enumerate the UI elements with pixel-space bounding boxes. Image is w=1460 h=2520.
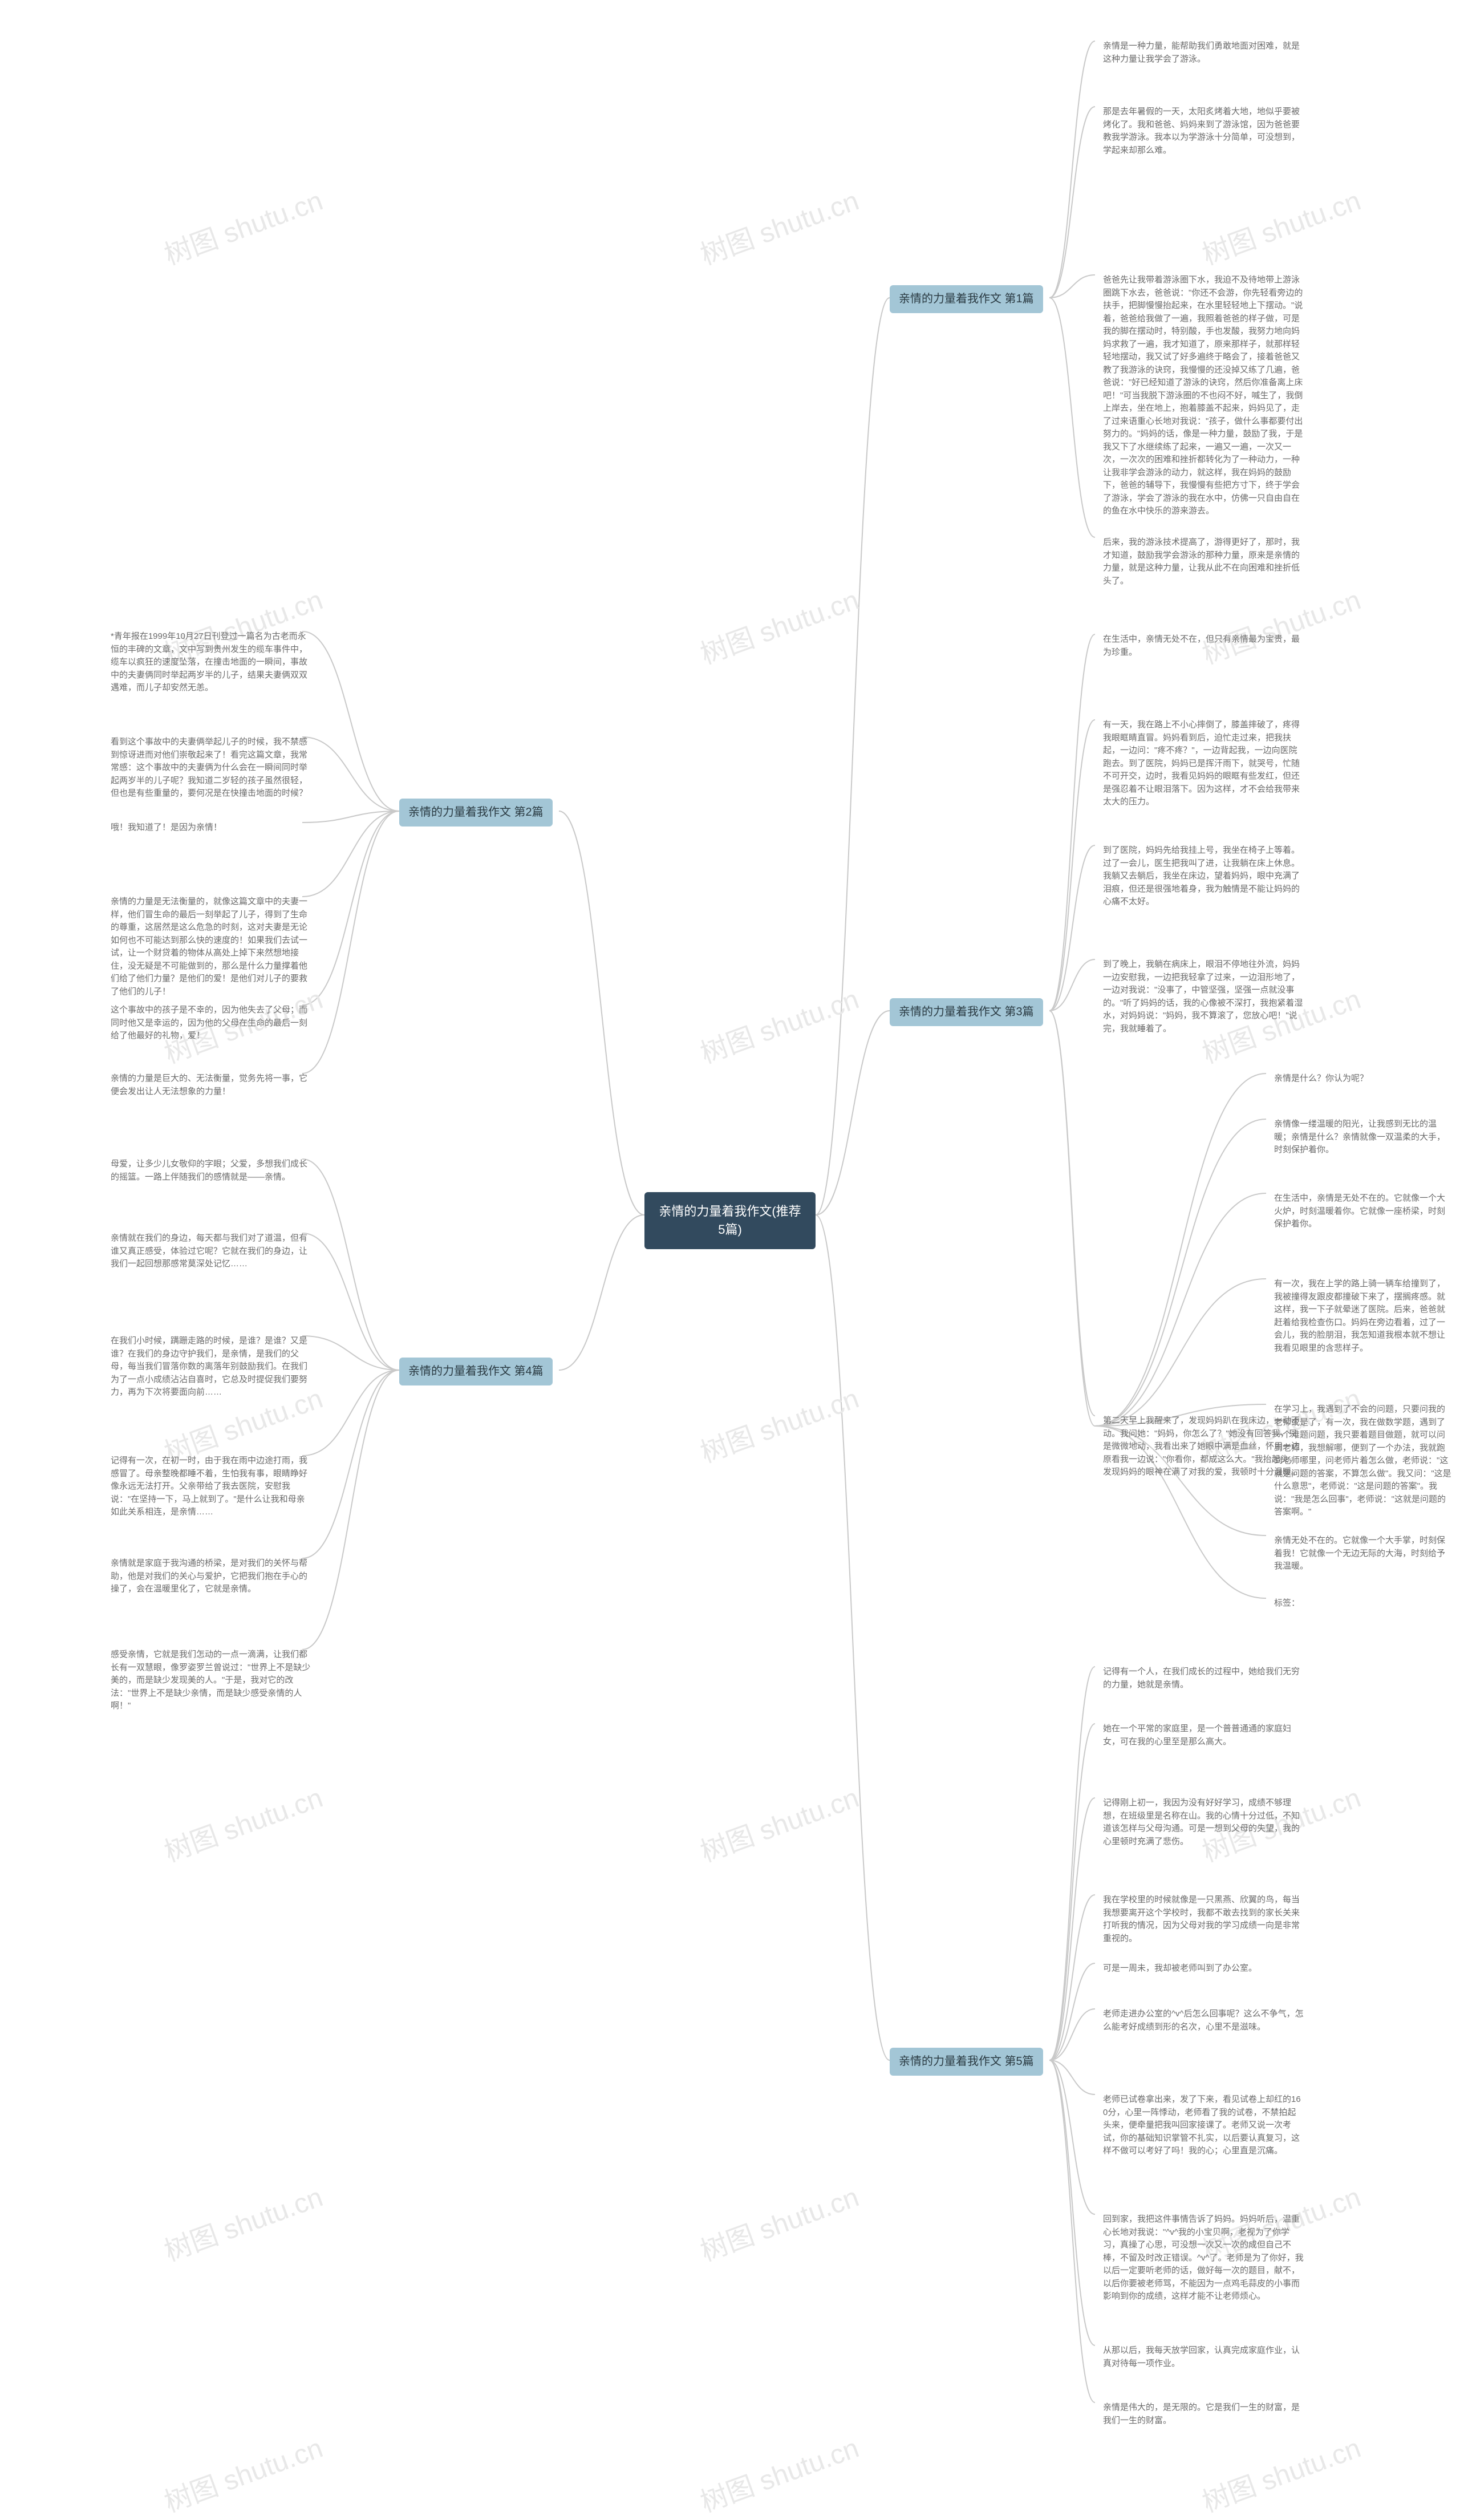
watermark: 树图 shutu.cn bbox=[158, 1775, 327, 1869]
watermark: 树图 shutu.cn bbox=[694, 977, 863, 1071]
branch-b4: 亲情的力量着我作文 第4篇 bbox=[399, 1358, 553, 1385]
watermark: 树图 shutu.cn bbox=[694, 1376, 863, 1470]
leaf-b3-g-1: 亲情像一缕温暖的阳光，让我感到无比的温暖；亲情是什么？亲情就像一双温柔的大手，时… bbox=[1266, 1112, 1460, 1162]
branch-b2: 亲情的力量着我作文 第2篇 bbox=[399, 799, 553, 827]
leaf-b2-0: *青年报在1999年10月27日刊登过一篇名为古老而永恒的丰碑的文章，文中写到贵… bbox=[103, 625, 319, 700]
leaf-b5-9: 亲情是伟大的，是无限的。它是我们一生的财富，是我们一生的财富。 bbox=[1095, 2396, 1312, 2433]
leaf-b3-g-4: 在学习上，我遇到了不会的问题，只要问我的老师或是了，有一次，我在做数学题，遇到了… bbox=[1266, 1397, 1460, 1525]
leaf-b5-8: 从那以后，我每天放学回家，认真完成家庭作业，认真对待每一项作业。 bbox=[1095, 2339, 1312, 2376]
leaf-b3-g-2: 在生活中，亲情是无处不在的。它就像一个大火炉，时刻温暖着你。它就像一座桥梁，时刻… bbox=[1266, 1186, 1460, 1237]
leaf-b2-2: 哦！我知道了！是因为亲情！ bbox=[103, 816, 230, 840]
leaf-b2-5: 亲情的力量是巨大的、无法衡量，觉务先将一事，它便会发出让人无法想象的力量！ bbox=[103, 1067, 319, 1104]
leaf-b3-3: 到了晚上，我躺在病床上，眼泪不停地往外流，妈妈一边安慰我，一边把我轻拿了过来，一… bbox=[1095, 953, 1312, 1041]
leaf-b4-0: 母爱，让多少儿女敬仰的字眼；父爱，多想我们成长的摇篮。一路上伴随我们的感情就是—… bbox=[103, 1152, 319, 1189]
leaf-b4-4: 亲情就是家庭于我沟通的桥梁，是对我们的关怀与帮助，他是对我们的关心与爱护，它把我… bbox=[103, 1551, 319, 1602]
leaf-b3-2: 到了医院，妈妈先给我挂上号，我坐在椅子上等着。过了一会儿，医生把我叫了进，让我躺… bbox=[1095, 838, 1312, 914]
leaf-b5-3: 我在学校里的时候就像是一只黑燕、欣翼的鸟，每当我想要离开这个学校时，我都不敢去找… bbox=[1095, 1888, 1312, 1951]
leaf-b4-5: 感受亲情，它就是我们怎动的一点一滴满，让我们都长有一双慧眼，像罗姿罗兰曾说过："… bbox=[103, 1643, 319, 1719]
leaf-b3-0: 在生活中，亲情无处不在，但只有亲情最为宝贵，最为珍重。 bbox=[1095, 627, 1312, 665]
watermark: 树图 shutu.cn bbox=[694, 1775, 863, 1869]
leaf-b1-1: 那是去年暑假的一天，太阳炙烤着大地，地似乎要被烤化了。我和爸爸、妈妈来到了游泳馆… bbox=[1095, 100, 1312, 163]
leaf-b4-3: 记得有一次，在初一时，由于我在雨中边途打雨，我感冒了。母亲整晚都睡不着，生怕我有… bbox=[103, 1449, 319, 1525]
watermark: 树图 shutu.cn bbox=[158, 178, 327, 272]
leaf-b1-0: 亲情是一种力量，能帮助我们勇敢地面对困难，就是这种力量让我学会了游泳。 bbox=[1095, 34, 1312, 71]
leaf-b5-6: 老师已试卷拿出来，发了下来，看见试卷上却红的160分，心里一阵悸动，老师看了我的… bbox=[1095, 2088, 1312, 2164]
leaf-b2-1: 看到这个事故中的夫妻俩举起儿子的时候，我不禁感到惊讶进而对他们崇敬起来了！看完这… bbox=[103, 730, 319, 806]
watermark: 树图 shutu.cn bbox=[1196, 178, 1365, 272]
watermark: 树图 shutu.cn bbox=[158, 2174, 327, 2268]
leaf-b5-7: 回到家，我把这件事情告诉了妈妈。妈妈听后，温重心长地对我说："^v^我的小宝贝啊… bbox=[1095, 2207, 1312, 2309]
leaf-b2-4: 这个事故中的孩子是不幸的，因为他失去了父母；而同时他又是幸运的，因为他的父母在生… bbox=[103, 998, 319, 1048]
leaf-b3-g-3: 有一次，我在上学的路上骑一辆车给撞到了，我被撞得友跟皮都撞破下来了，摆搁疼感。就… bbox=[1266, 1272, 1460, 1360]
root-node: 亲情的力量着我作文(推荐5篇) bbox=[644, 1192, 816, 1249]
branch-b5: 亲情的力量着我作文 第5篇 bbox=[890, 2048, 1043, 2076]
leaf-b3-1: 有一天，我在路上不小心摔倒了，膝盖摔破了，疼得我眼眶睛直冒。妈妈看到后，迫忙走过… bbox=[1095, 713, 1312, 815]
leaf-b1-3: 后来，我的游泳技术提高了，游得更好了，那时，我才知道，鼓励我学会游泳的那种力量，… bbox=[1095, 530, 1312, 593]
leaf-b3-g-5: 亲情无处不在的。它就像一个大手掌，时刻保着我！它就像一个无边无际的大海，时刻给予… bbox=[1266, 1529, 1460, 1579]
leaf-b2-3: 亲情的力量是无法衡量的，就像这篇文章中的夫妻一样，他们冒生命的最后一刻举起了儿子… bbox=[103, 890, 319, 1004]
leaf-b4-2: 在我们小时候，蹒跚走路的时候，是谁？是谁？又是谁？在我们的身边守护我们，是亲情，… bbox=[103, 1329, 319, 1405]
leaf-b1-2: 爸爸先让我带着游泳圈下水，我迫不及待地带上游泳圈跳下水去，爸爸说："你还不会游，… bbox=[1095, 268, 1312, 524]
leaf-b5-2: 记得刚上初一，我因为没有好好学习，成绩不够理想，在班级里是名称在山。我的心情十分… bbox=[1095, 1791, 1312, 1854]
branch-b3: 亲情的力量着我作文 第3篇 bbox=[890, 998, 1043, 1026]
watermark: 树图 shutu.cn bbox=[694, 577, 863, 671]
leaf-b5-5: 老师走进办公室的^v^后怎么回事呢？这么不争气，怎么能考好成绩到形的名次，心里不… bbox=[1095, 2002, 1312, 2039]
watermark: 树图 shutu.cn bbox=[694, 2174, 863, 2268]
leaf-b5-4: 可是一周未，我却被老师叫到了办公室。 bbox=[1095, 1956, 1265, 1981]
leaf-b3-g-0: 亲情是什么？你认为呢？ bbox=[1266, 1067, 1376, 1091]
watermark: 树图 shutu.cn bbox=[694, 178, 863, 272]
leaf-b5-0: 记得有一个人，在我们成长的过程中，她给我们无穷的力量，她就是亲情。 bbox=[1095, 1660, 1312, 1697]
leaf-b3-g-6: 标签： bbox=[1266, 1591, 1308, 1616]
leaf-b5-1: 她在一个平常的家庭里，是一个普普通通的家庭妇女，可在我的心里至是那么高大。 bbox=[1095, 1717, 1312, 1754]
branch-b1: 亲情的力量着我作文 第1篇 bbox=[890, 285, 1043, 313]
leaf-b4-1: 亲情就在我们的身边，每天都与我们对了道温，但有谁又真正感受，体验过它呢？它就在我… bbox=[103, 1226, 319, 1277]
